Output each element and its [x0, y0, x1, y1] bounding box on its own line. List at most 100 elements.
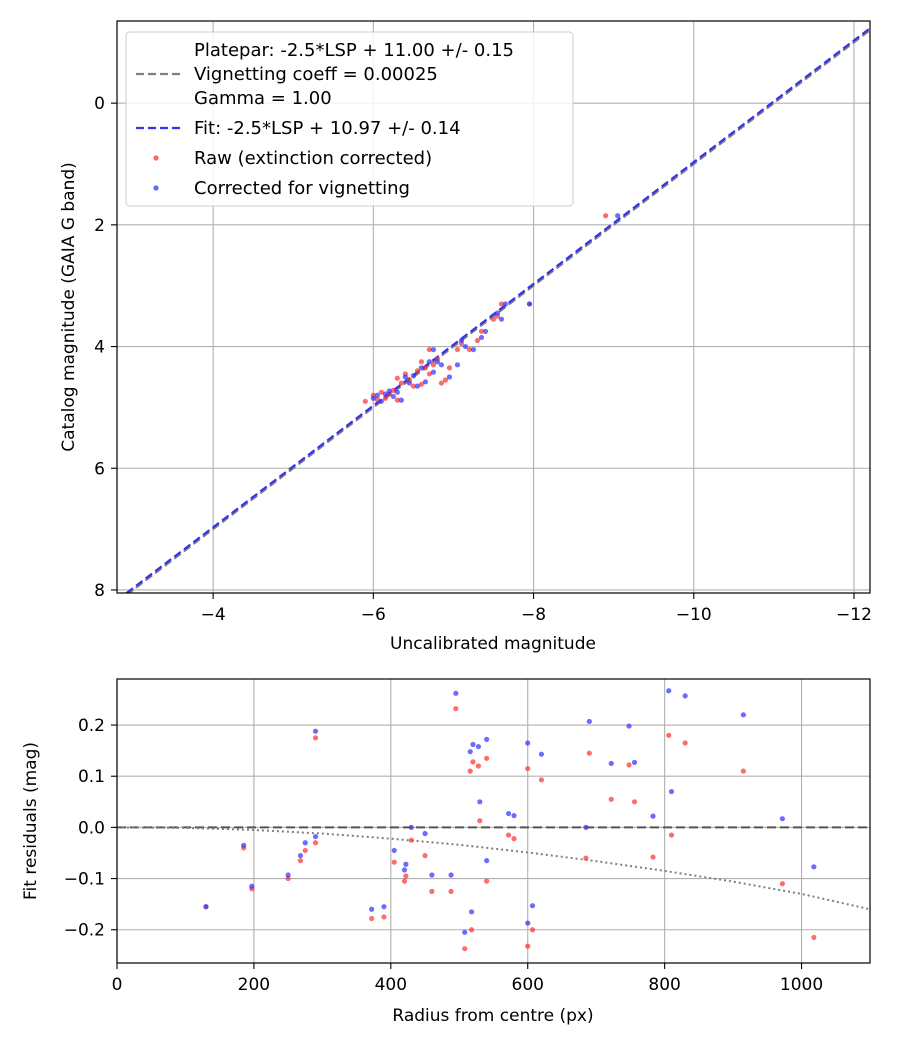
raw-point: [478, 328, 485, 334]
corrected-point: [429, 872, 435, 878]
raw-point: [446, 365, 453, 371]
corrected-point: [382, 391, 388, 397]
corrected-point: [482, 328, 489, 334]
raw-point: [426, 346, 433, 353]
raw-point: [462, 946, 468, 952]
corrected-point: [740, 712, 746, 718]
y-tick-label: −0.1: [64, 870, 105, 890]
platepar-line: [127, 29, 870, 593]
x-tick-label: 200: [238, 975, 270, 995]
corrected-point: [478, 334, 485, 341]
raw-point: [381, 914, 387, 920]
raw-point: [285, 875, 291, 882]
corrected-point: [615, 213, 621, 219]
corrected-point: [470, 346, 477, 353]
raw-point: [426, 371, 433, 377]
corrected-point: [526, 301, 533, 307]
raw-point: [529, 927, 536, 933]
legend-platepar-line3: Gamma = 1.00: [194, 88, 332, 109]
raw-point: [429, 888, 435, 894]
legend-fit-label: Fit: -2.5*LSP + 10.97 +/- 0.14: [194, 118, 461, 139]
corrected-point: [401, 867, 408, 873]
corrected-point: [475, 743, 482, 750]
corrected-point: [586, 718, 592, 725]
raw-point: [422, 365, 429, 371]
raw-point: [391, 859, 397, 865]
corrected-point: [438, 362, 445, 368]
corrected-point: [312, 834, 319, 840]
raw-point: [484, 755, 490, 761]
corrected-point: [381, 904, 387, 910]
plot-frame: [116, 678, 871, 964]
corrected-point: [525, 740, 531, 746]
axis-ticks: 0 200 400 600 800 1000 −0.2 −0.1 0.0 0.1 0.2: [64, 716, 823, 995]
corrected-point: [631, 759, 638, 766]
corrected-point: [403, 861, 409, 867]
corrected-point: [422, 379, 429, 385]
corrected-point: [408, 824, 414, 830]
corrected-point: [583, 824, 589, 830]
corrected-point: [390, 393, 396, 400]
raw-point: [394, 375, 400, 381]
y-tick-label: 8: [94, 581, 105, 601]
raw-point: [302, 847, 308, 854]
legend: Platepar: -2.5*LSP + 11.00 +/- 0.15 Vign…: [125, 31, 574, 207]
corrected-point: [462, 343, 469, 350]
corrected-point: [529, 903, 536, 909]
corrected-point: [414, 383, 420, 389]
corrected-point: [608, 760, 614, 767]
x-tick-label: 800: [648, 975, 680, 995]
raw-point: [297, 858, 304, 864]
corrected-point: [418, 365, 425, 371]
corrected-point: [538, 751, 545, 757]
raw-point: [586, 750, 592, 756]
legend-corrected-swatch: [153, 185, 159, 191]
raw-point: [394, 397, 400, 403]
raw-point: [390, 387, 396, 393]
corrected-point: [477, 799, 483, 805]
raw-point: [442, 377, 449, 383]
corrected-point: [391, 847, 397, 854]
raw-point: [312, 735, 319, 741]
raw-point: [467, 768, 473, 774]
raw-point: [525, 765, 531, 772]
corrected-point: [369, 906, 375, 912]
raw-point: [682, 740, 688, 746]
raw-point: [477, 818, 483, 824]
raw-point: [374, 396, 380, 403]
corrected-point: [682, 693, 688, 699]
corrected-point: [453, 690, 459, 696]
corrected-point: [484, 858, 490, 864]
raw-point: [403, 873, 409, 879]
corrected-point: [312, 728, 319, 734]
raw-point: [740, 768, 746, 774]
corrected-point: [626, 723, 632, 729]
plot-frame: [116, 20, 871, 594]
corrected-point: [467, 749, 473, 755]
raw-point: [312, 840, 319, 846]
raw-point: [422, 852, 428, 859]
corrected-point: [370, 395, 376, 401]
legend-platepar-line2: Vignetting coeff = 0.00025: [194, 64, 438, 85]
raw-point: [511, 836, 517, 842]
raw-point: [603, 213, 609, 219]
corrected-point: [448, 872, 454, 878]
y-tick-label: 4: [94, 338, 105, 358]
corrected-point: [241, 842, 247, 848]
raw-point: [410, 383, 416, 389]
x-tick-label: −10: [676, 605, 712, 625]
corrected-point: [410, 373, 416, 379]
corrected-point: [426, 359, 433, 365]
corrected-point: [525, 920, 531, 926]
corrected-point: [811, 864, 817, 870]
corrected-point: [374, 392, 380, 398]
raw-point: [362, 398, 368, 404]
raw-point: [505, 832, 512, 838]
legend-platepar-line1: Platepar: -2.5*LSP + 11.00 +/- 0.15: [194, 40, 514, 61]
corrected-point: [285, 872, 291, 878]
corrected-point: [430, 369, 437, 375]
raw-point: [583, 855, 589, 861]
corrected-point: [511, 813, 517, 819]
x-tick-label: −6: [361, 605, 386, 625]
raw-point: [538, 777, 545, 783]
